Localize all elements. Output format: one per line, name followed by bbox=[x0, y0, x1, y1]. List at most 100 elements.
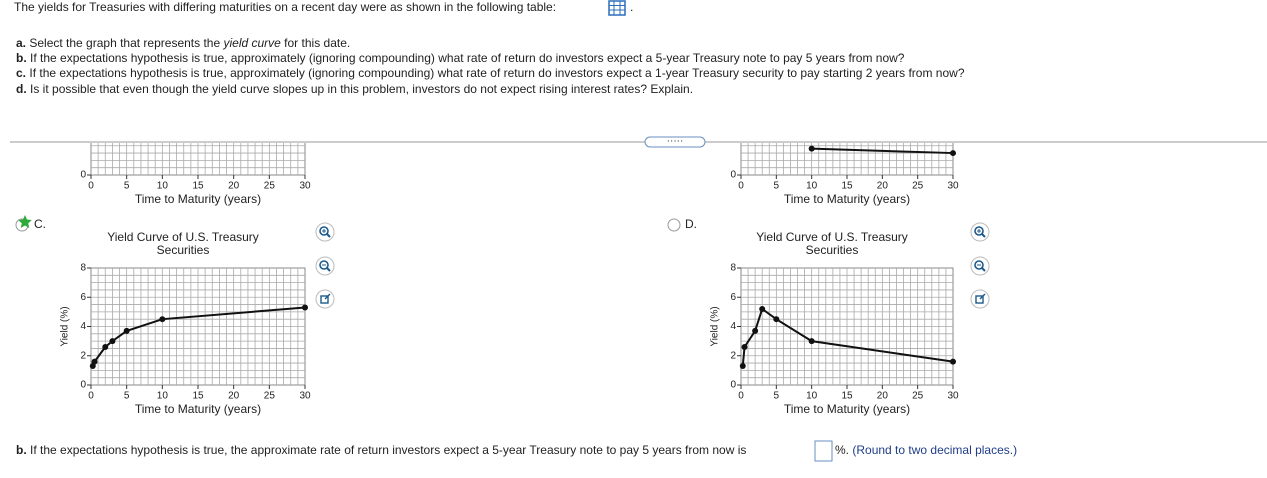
y-tick-label: 0 bbox=[730, 380, 736, 391]
x-tick-label: 15 bbox=[192, 181, 204, 192]
y-tick-label: 0 bbox=[80, 170, 86, 181]
x-tick-label: 25 bbox=[912, 391, 924, 402]
chart-title-line: Securities bbox=[157, 243, 210, 257]
y-tick-label: 8 bbox=[730, 263, 736, 274]
x-axis-label: Time to Maturity (years) bbox=[784, 192, 910, 206]
chart: 0 5 10 15 20 25 30 0 2 4 6 8 Time to Maturity (years… bbox=[710, 230, 959, 416]
answer-label: b. bbox=[16, 443, 27, 457]
x-tick-label: 10 bbox=[157, 391, 169, 402]
y-tick-label: 6 bbox=[80, 292, 86, 303]
x-tick-label: 10 bbox=[806, 181, 818, 192]
y-axis-label: Yield (%) bbox=[60, 306, 71, 346]
icon-glass bbox=[974, 226, 984, 236]
answer-text: If the expectations hypothesis is true, … bbox=[30, 443, 746, 457]
intro-end: . bbox=[630, 0, 633, 14]
data-point bbox=[950, 150, 956, 157]
data-point bbox=[102, 343, 109, 350]
x-tick-label: 20 bbox=[228, 181, 240, 192]
y-axis-label: Yield (%) bbox=[710, 306, 721, 346]
data-point bbox=[741, 343, 748, 350]
data-point bbox=[159, 316, 166, 323]
x-tick-label: 20 bbox=[877, 391, 889, 402]
plot-area bbox=[739, 267, 956, 386]
x-tick-label: 10 bbox=[157, 181, 169, 192]
y-tick-label: 8 bbox=[80, 263, 86, 274]
part-label: a. bbox=[16, 36, 26, 50]
yield-line bbox=[811, 147, 954, 155]
chart: 0 5 10 15 20 25 30 0 2 4 6 8 Time to Maturity (years… bbox=[60, 230, 311, 416]
x-tick-label: 20 bbox=[877, 181, 889, 192]
x-tick-label: 10 bbox=[806, 391, 818, 402]
y-tick-label: 2 bbox=[80, 350, 86, 361]
data-point bbox=[759, 305, 766, 312]
pop-out[interactable] bbox=[315, 289, 335, 309]
data-point bbox=[950, 358, 956, 365]
icon-handle bbox=[326, 233, 331, 238]
icon-arrow bbox=[324, 293, 331, 300]
pop-out[interactable] bbox=[970, 289, 990, 309]
option-d-radio[interactable] bbox=[667, 218, 681, 232]
icon-glass bbox=[319, 226, 329, 236]
answer-note: (Round to two decimal places.) bbox=[852, 443, 1017, 457]
answer-line: b. If the expectations hypothesis is tru… bbox=[16, 443, 746, 457]
x-tick-label: 5 bbox=[774, 181, 780, 192]
x-tick-label: 30 bbox=[299, 181, 311, 192]
part-text: If the expectations hypothesis is true, … bbox=[29, 66, 964, 80]
data-point bbox=[302, 304, 308, 311]
icon-glass bbox=[974, 260, 984, 270]
x-tick-label: 0 bbox=[88, 181, 94, 192]
option-c-radio[interactable] bbox=[15, 215, 32, 232]
x-tick-label: 30 bbox=[947, 181, 959, 192]
expand-button[interactable]: ····· bbox=[644, 136, 706, 148]
zoom-out[interactable] bbox=[970, 256, 990, 276]
x-tick-label: 15 bbox=[841, 391, 853, 402]
chart-title: Yield Curve of U.S. Treasury Securities bbox=[107, 230, 259, 257]
x-axis-label: Time to Maturity (years) bbox=[135, 402, 261, 416]
icon-arrow bbox=[979, 293, 986, 300]
x-tick-label: 20 bbox=[228, 391, 240, 402]
data-point bbox=[808, 145, 815, 152]
x-tick-label: 25 bbox=[264, 181, 276, 192]
icon-handle bbox=[981, 267, 986, 272]
icon-circle bbox=[315, 222, 335, 242]
part-label: c. bbox=[16, 66, 26, 80]
chart-tools bbox=[315, 222, 990, 309]
intro-text: The yields for Treasuries with differing… bbox=[14, 0, 556, 14]
zoom-in[interactable] bbox=[315, 222, 335, 242]
x-tick-label: 30 bbox=[947, 391, 959, 402]
y-tick-label: 4 bbox=[730, 321, 736, 332]
y-tick-label: 0 bbox=[80, 380, 86, 391]
part-emphasis: yield curve bbox=[222, 36, 281, 50]
y-tick-label: 0 bbox=[730, 170, 736, 181]
answer-input[interactable] bbox=[814, 440, 833, 462]
data-point bbox=[109, 338, 116, 345]
data-point bbox=[808, 338, 815, 345]
data-point bbox=[773, 316, 780, 323]
x-tick-label: 0 bbox=[88, 391, 94, 402]
x-axis-label: Time to Maturity (years) bbox=[135, 192, 261, 206]
option-label: C. bbox=[34, 217, 46, 231]
part-b: b. If the expectations hypothesis is tru… bbox=[16, 51, 905, 65]
x-tick-label: 5 bbox=[124, 181, 130, 192]
part-text: Select the graph that represents the bbox=[29, 36, 223, 50]
chart: 0 5 10 15 20 25 30 0 Time to Maturity (years) bbox=[80, 143, 311, 206]
y-tick-label: 2 bbox=[730, 350, 736, 361]
part-label: d. bbox=[16, 82, 27, 96]
chart-title-line: Yield Curve of U.S. Treasury bbox=[107, 230, 259, 244]
y-tick-label: 4 bbox=[80, 321, 86, 332]
answer-unit: %. bbox=[835, 443, 849, 457]
icon-handle bbox=[326, 267, 331, 272]
data-point bbox=[123, 327, 130, 334]
y-tick-label: 6 bbox=[730, 292, 736, 303]
table-icon[interactable] bbox=[608, 0, 626, 16]
icon-handle bbox=[981, 233, 986, 238]
chart-title: Yield Curve of U.S. Treasury Securities bbox=[756, 230, 908, 257]
x-tick-label: 0 bbox=[738, 181, 744, 192]
option-label: D. bbox=[685, 217, 697, 231]
zoom-out[interactable] bbox=[315, 256, 335, 276]
x-tick-label: 15 bbox=[192, 391, 204, 402]
part-text: If the expectations hypothesis is true, … bbox=[30, 51, 905, 65]
zoom-in[interactable] bbox=[970, 222, 990, 242]
part-label: b. bbox=[16, 51, 27, 65]
